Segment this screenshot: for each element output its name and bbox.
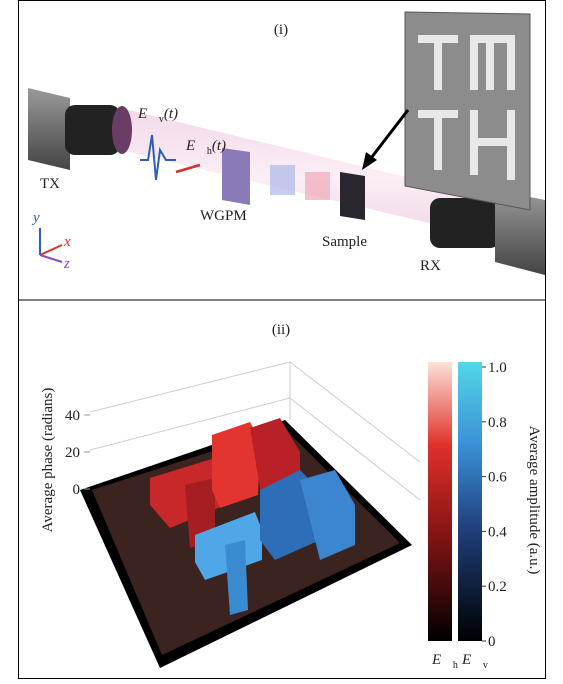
tick-label: 1.0 <box>488 360 507 376</box>
colorbar-h <box>428 362 452 641</box>
wgpm-label: WGPM <box>200 208 247 224</box>
rx-label: RX <box>420 258 441 274</box>
colorbar-title: Average amplitude (a.u.) <box>526 426 542 575</box>
phase-axis: 0 20 40 <box>65 408 90 498</box>
colorbar-v-label: E⃗v <box>461 652 488 671</box>
argument: (t) <box>164 106 178 122</box>
axis-x: x <box>63 234 71 250</box>
phase-axis-title: Average phase (radians) <box>40 388 56 533</box>
tick-label: 40 <box>65 408 80 424</box>
tick-label: 0.6 <box>488 470 507 486</box>
subscript: v <box>483 660 488 671</box>
axis-y: y <box>31 210 40 226</box>
symbol: E⃗ <box>431 652 453 668</box>
tick-label: 0.2 <box>488 579 507 595</box>
tick-label: 20 <box>65 445 80 461</box>
beam-pattern <box>305 172 330 200</box>
beam-pattern <box>270 165 295 195</box>
tick-label: 0.4 <box>488 524 507 540</box>
symbol: E⃗ <box>185 138 207 154</box>
inset-arrow <box>368 110 408 162</box>
symbol: E⃗ <box>137 106 159 122</box>
sample-plate <box>340 172 365 220</box>
axis-z: z <box>63 256 70 272</box>
tick-label: 0 <box>488 634 496 650</box>
argument: (t) <box>212 138 226 154</box>
panel-label: (ii) <box>272 322 290 338</box>
colorbar-axis: 0 0.2 0.4 0.6 0.8 1.0 <box>482 360 507 650</box>
figure: (i) E⃗v(t) E⃗h(t) TX WGPM Sample RX y x … <box>0 0 563 679</box>
sample-label: Sample <box>322 234 367 250</box>
colorbar-h-label: E⃗h <box>431 652 458 671</box>
tx-camera <box>28 88 132 170</box>
tick-label: 0.8 <box>488 415 507 431</box>
panel-label: (i) <box>274 22 288 38</box>
wgpm-plate <box>222 148 250 205</box>
symbol: E⃗ <box>461 652 483 668</box>
axes-glyph <box>40 228 62 262</box>
colorbar-v <box>458 362 482 641</box>
tx-label: TX <box>40 176 60 192</box>
tick-label: 0 <box>73 482 81 498</box>
subscript: h <box>453 660 458 671</box>
